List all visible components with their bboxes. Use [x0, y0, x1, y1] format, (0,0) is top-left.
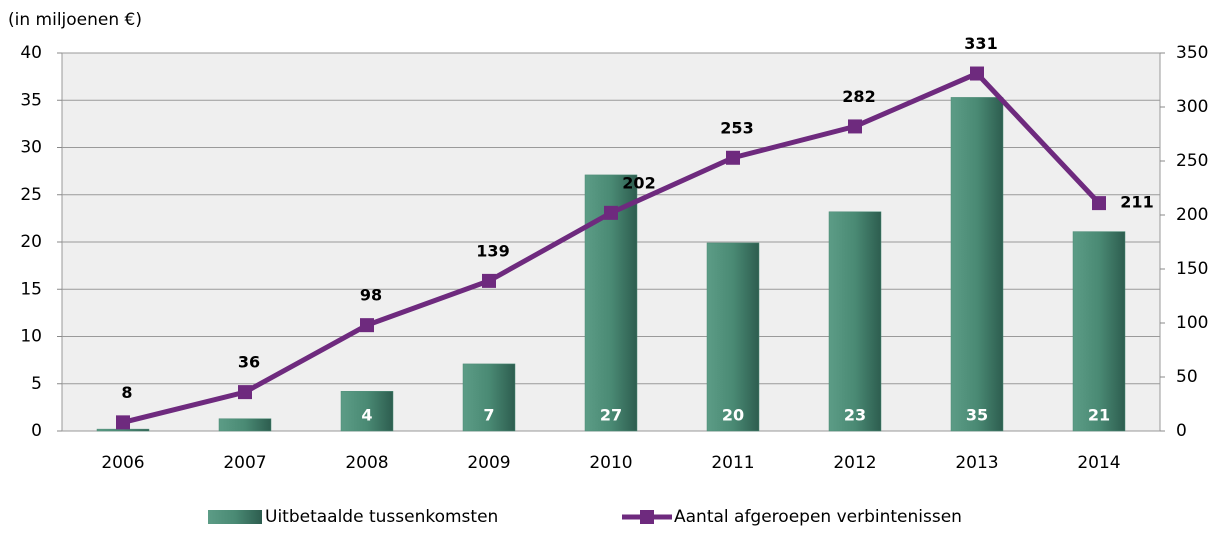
- x-tick-label: 2008: [345, 453, 388, 473]
- line-label: 36: [238, 353, 260, 372]
- y2-tick-label: 50: [1176, 367, 1198, 387]
- line-label: 282: [842, 87, 875, 106]
- y2-tick-label: 100: [1176, 313, 1208, 333]
- line-marker: [482, 273, 496, 288]
- bar: [828, 211, 882, 432]
- line-label: 139: [476, 241, 509, 260]
- y2-tick-label: 300: [1176, 97, 1208, 117]
- bar-label: 21: [1088, 406, 1110, 425]
- y2-tick-label: 0: [1176, 421, 1187, 441]
- y-tick-label: 10: [20, 327, 42, 347]
- line-label: 202: [622, 173, 655, 192]
- y2-tick-label: 200: [1176, 205, 1208, 225]
- legend-marker: [640, 510, 654, 524]
- line-marker: [970, 66, 984, 81]
- y2-tick-label: 350: [1176, 43, 1208, 63]
- y-tick-label: 30: [20, 138, 42, 158]
- line-label: 8: [121, 383, 132, 402]
- y-tick-label: 5: [31, 374, 42, 394]
- x-tick-label: 2007: [223, 453, 266, 473]
- line-label: 253: [720, 118, 753, 137]
- bar-label: 7: [483, 406, 494, 425]
- y-tick-label: 25: [20, 185, 42, 205]
- bar-label: 20: [722, 406, 744, 425]
- y-axis-label: (in miljoenen €): [8, 10, 142, 30]
- line-marker: [238, 385, 252, 400]
- y-tick-label: 40: [20, 43, 42, 63]
- legend-label: Aantal afgeroepen verbintenissen: [674, 507, 962, 527]
- line-marker: [726, 150, 740, 165]
- line-marker: [1092, 196, 1106, 211]
- bar: [96, 428, 150, 432]
- bar: [462, 363, 516, 432]
- y2-tick-label: 250: [1176, 151, 1208, 171]
- y-tick-label: 15: [20, 279, 42, 299]
- legend-swatch: [208, 510, 262, 524]
- x-tick-label: 2014: [1077, 453, 1120, 473]
- line-marker: [116, 415, 130, 430]
- line-label: 98: [360, 286, 382, 305]
- x-tick-label: 2011: [711, 453, 754, 473]
- bar: [340, 391, 394, 432]
- legend-label: Uitbetaalde tussenkomsten: [265, 507, 498, 527]
- bar: [706, 242, 760, 432]
- bar-label: 23: [844, 406, 866, 425]
- line-marker: [360, 318, 374, 333]
- x-tick-label: 2010: [589, 453, 632, 473]
- line-marker: [604, 205, 618, 220]
- y-tick-label: 35: [20, 90, 42, 110]
- y-tick-label: 0: [31, 421, 42, 441]
- x-tick-label: 2009: [467, 453, 510, 473]
- bar-label: 35: [966, 406, 988, 425]
- line-label: 211: [1120, 193, 1153, 212]
- bar: [218, 418, 272, 432]
- line-label: 331: [964, 34, 997, 53]
- x-tick-label: 2006: [101, 453, 144, 473]
- bar: [950, 97, 1004, 432]
- bar-label: 27: [600, 406, 622, 425]
- line-marker: [848, 119, 862, 134]
- x-tick-label: 2012: [833, 453, 876, 473]
- y2-tick-label: 150: [1176, 259, 1208, 279]
- bar-label: 4: [361, 406, 372, 425]
- bar: [1072, 231, 1126, 432]
- y-tick-label: 20: [20, 232, 42, 252]
- x-tick-label: 2013: [955, 453, 998, 473]
